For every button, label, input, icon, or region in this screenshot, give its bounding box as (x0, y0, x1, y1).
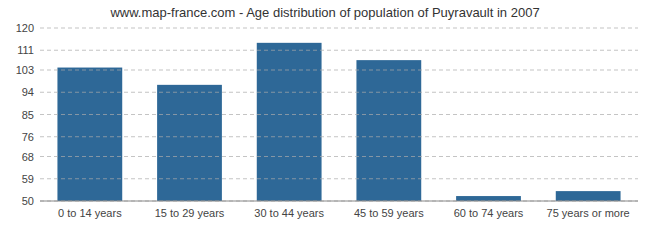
y-tick-label: 68 (22, 151, 34, 163)
chart-container: www.map-france.com - Age distribution of… (0, 0, 650, 229)
y-tick-label: 120 (16, 22, 34, 34)
y-tick-label: 111 (17, 44, 34, 56)
x-tick-label: 30 to 44 years (254, 207, 324, 219)
x-tick-label: 75 years or more (547, 207, 630, 219)
grid-line (40, 156, 638, 157)
grid (40, 28, 638, 201)
bar (556, 191, 621, 201)
grid-line (40, 114, 638, 115)
x-tick-label: 0 to 14 years (58, 207, 122, 219)
x-axis-line (40, 201, 638, 202)
grid-line (40, 201, 638, 202)
bar (356, 60, 421, 201)
y-tick-label: 94 (22, 86, 34, 98)
grid-line (40, 50, 638, 51)
y-tick-label: 59 (22, 173, 34, 185)
y-tick-label: 76 (22, 131, 34, 143)
grid-line (40, 70, 638, 71)
bar (157, 85, 222, 201)
y-tick-label: 85 (22, 109, 34, 121)
bar (57, 68, 122, 201)
y-tick-label: 50 (22, 195, 34, 207)
bar (456, 196, 521, 201)
x-tick-label: 15 to 29 years (155, 207, 225, 219)
bar (257, 43, 322, 201)
grid-line (40, 136, 638, 137)
grid-line (40, 178, 638, 179)
grid-line (40, 28, 638, 29)
chart: www.map-france.com - Age distribution of… (0, 0, 650, 229)
bars (57, 43, 620, 201)
grid-line (40, 92, 638, 93)
y-tick-label: 103 (16, 64, 34, 76)
x-tick-label: 45 to 59 years (354, 207, 424, 219)
x-tick-label: 60 to 74 years (454, 207, 524, 219)
title: www.map-france.com - Age distribution of… (109, 5, 539, 20)
